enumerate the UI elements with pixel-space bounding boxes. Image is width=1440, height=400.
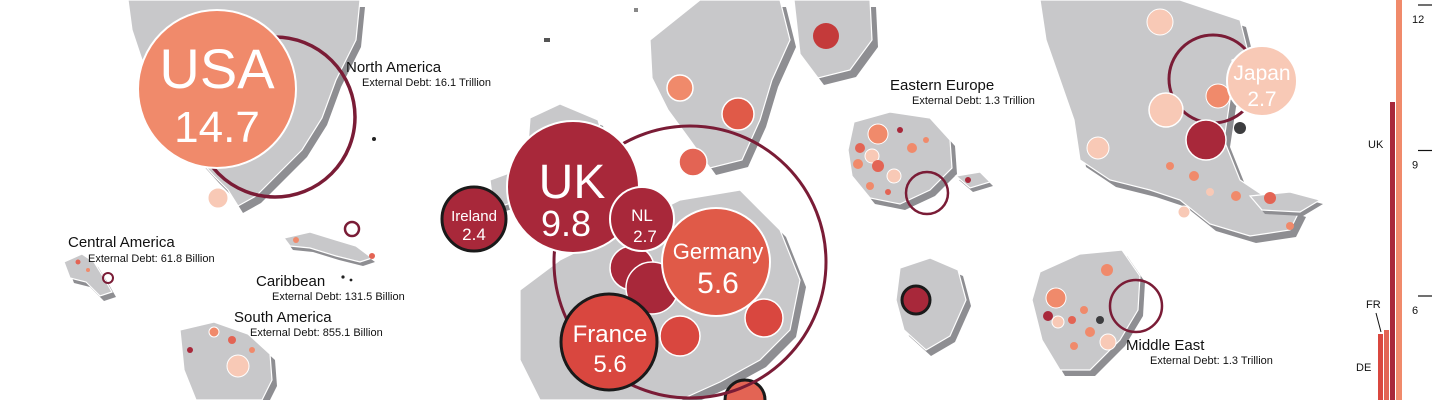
central-america-name: Central America xyxy=(68,234,175,251)
central-america-debt: External Debt: 61.8 Billion xyxy=(88,253,215,265)
europe-debt-ring xyxy=(552,124,828,400)
france-label: France xyxy=(573,321,648,348)
bubble-nl[interactable]: NL 2.7 xyxy=(609,186,675,252)
scale-bar-top xyxy=(1396,0,1402,400)
bubble-france[interactable]: France 5.6 xyxy=(559,292,659,392)
south-america-name: South America xyxy=(234,309,332,326)
nl-bubble-circle xyxy=(609,186,675,252)
scale-bar-de xyxy=(1378,334,1383,400)
ireland-label: Ireland xyxy=(451,208,497,225)
region-south-america: South America External Debt: 855.1 Billi… xyxy=(234,309,383,339)
map-specks xyxy=(341,8,638,282)
uk-value: 9.8 xyxy=(541,203,591,244)
scale-bars xyxy=(1378,0,1402,400)
middle-east-debt: External Debt: 1.3 Trillion xyxy=(1150,355,1273,367)
germany-label: Germany xyxy=(673,239,763,264)
central-america-land xyxy=(63,253,113,297)
north-america-name: North America xyxy=(346,59,442,76)
caribbean-debt: External Debt: 131.5 Billion xyxy=(272,291,405,303)
scale-ticks: 12 9 6 xyxy=(1412,4,1432,317)
bubble-germany[interactable]: Germany 5.6 xyxy=(661,207,771,317)
bubble-ireland[interactable]: Ireland 2.4 xyxy=(440,185,508,253)
ireland-value: 2.4 xyxy=(462,225,486,244)
caribbean-land xyxy=(282,231,374,263)
france-value: 5.6 xyxy=(593,351,626,378)
japan-value: 2.7 xyxy=(1247,88,1276,111)
france-bubble-circle xyxy=(559,292,659,392)
bubble-usa[interactable]: USA 14.7 xyxy=(137,9,357,199)
north-america-debt: External Debt: 16.1 Trillion xyxy=(362,77,491,89)
usa-value: 14.7 xyxy=(174,103,260,152)
scale-tick-label-6: 6 xyxy=(1412,305,1418,317)
region-north-america: North America External Debt: 16.1 Trilli… xyxy=(346,59,491,89)
bubble-europe-group xyxy=(552,124,828,400)
bubble-uk[interactable]: UK 9.8 xyxy=(506,120,640,254)
region-middle-east: Middle East External Debt: 1.3 Trillion xyxy=(1126,337,1273,367)
japan-bubble-circle xyxy=(1226,45,1298,117)
scale-tick-label-12: 12 xyxy=(1412,14,1424,26)
bar-label-fr: FR xyxy=(1366,299,1381,311)
japan-label: Japan xyxy=(1233,62,1290,85)
bubble-japan[interactable]: Japan 2.7 xyxy=(1226,45,1298,117)
nl-value: 2.7 xyxy=(633,227,657,246)
uk-label: UK xyxy=(539,156,606,209)
middle-east-name: Middle East xyxy=(1126,337,1205,354)
eastern-europe-debt: External Debt: 1.3 Trillion xyxy=(912,95,1035,107)
germany-value: 5.6 xyxy=(697,267,739,300)
south-america-land xyxy=(179,321,273,400)
bar-label-de: DE xyxy=(1356,362,1371,374)
bar-label-uk: UK xyxy=(1368,139,1384,151)
usa-label: USA xyxy=(159,37,275,100)
debt-scale-sidebar: 12 9 6 UK FR DE xyxy=(1356,0,1432,400)
region-central-america: Central America External Debt: 61.8 Bill… xyxy=(68,234,215,265)
caribbean-name: Caribbean xyxy=(256,273,325,290)
black-sea-coast-land xyxy=(954,171,992,189)
eastern-europe-name: Eastern Europe xyxy=(890,77,994,94)
region-eastern-europe: Eastern Europe External Debt: 1.3 Trilli… xyxy=(890,77,1035,107)
scale-bar-fr xyxy=(1384,330,1389,400)
region-caribbean: Caribbean External Debt: 131.5 Billion xyxy=(256,273,405,303)
scale-tick-label-9: 9 xyxy=(1412,160,1418,172)
germany-bubble-circle xyxy=(661,207,771,317)
ireland-bubble-circle xyxy=(440,185,508,253)
scale-bar-uk xyxy=(1390,102,1395,400)
nl-label: NL xyxy=(631,206,653,225)
usa-bubble-circle xyxy=(137,9,297,169)
mediterranean-land xyxy=(895,257,967,351)
south-america-debt: External Debt: 855.1 Billion xyxy=(250,327,383,339)
